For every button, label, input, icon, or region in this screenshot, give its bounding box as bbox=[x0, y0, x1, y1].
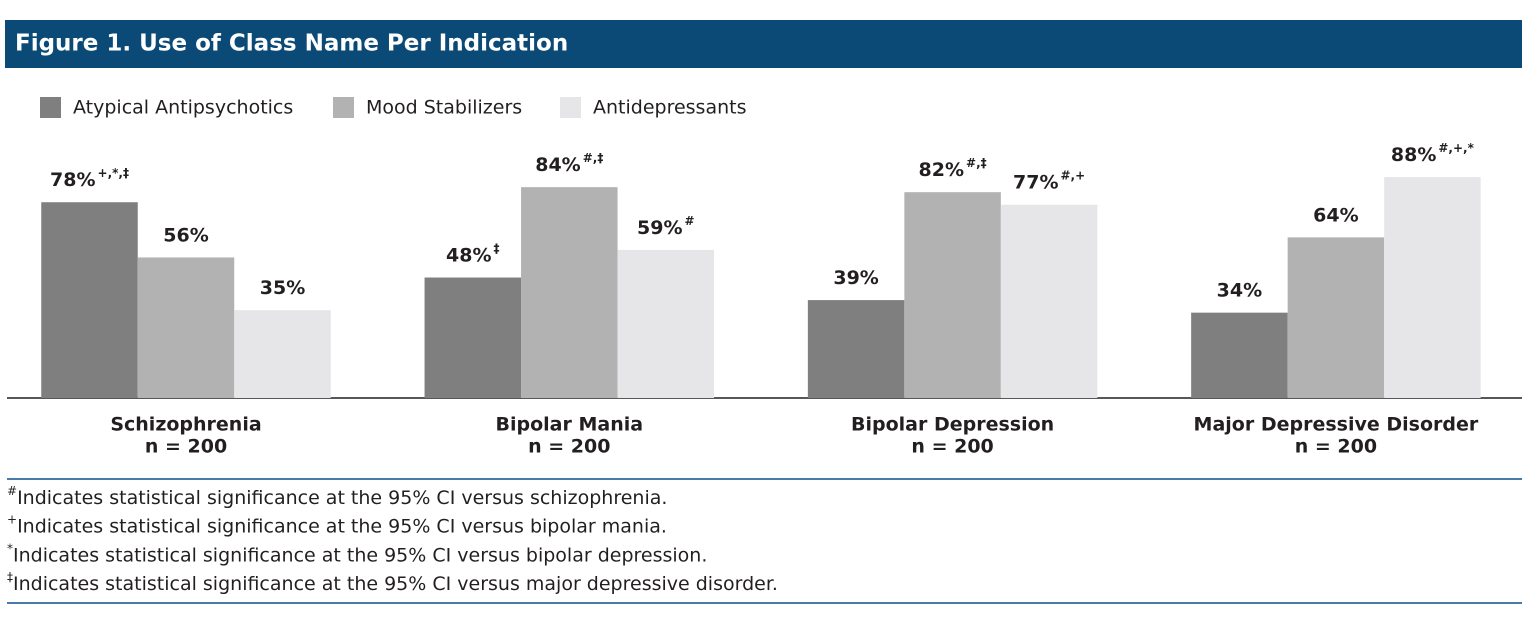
significance-mark: +,*,‡ bbox=[98, 166, 129, 180]
bar bbox=[521, 187, 618, 398]
value-label: 64% bbox=[1313, 204, 1358, 226]
significance-mark: #,+ bbox=[1061, 168, 1086, 182]
value-label-text: 77% bbox=[1013, 171, 1058, 193]
bar bbox=[1287, 237, 1385, 398]
value-label-text: 78% bbox=[50, 169, 95, 191]
bar bbox=[424, 277, 522, 398]
bar bbox=[137, 257, 235, 398]
value-label-text: 48% bbox=[446, 244, 491, 266]
value-label: 82% #,‡ bbox=[919, 156, 987, 181]
legend-label: Mood Stabilizers bbox=[366, 97, 522, 119]
value-label-text: 88% bbox=[1391, 144, 1436, 166]
bar bbox=[234, 310, 331, 398]
value-label: 34% bbox=[1217, 279, 1262, 301]
bar bbox=[807, 300, 905, 398]
value-label-text: 39% bbox=[833, 267, 878, 289]
significance-mark: #,‡ bbox=[966, 156, 987, 170]
footnote-symbol: + bbox=[7, 512, 17, 526]
x-tick-label: Bipolar Mania bbox=[496, 414, 644, 436]
chart-title: Figure 1. Use of Class Name Per Indicati… bbox=[15, 31, 568, 57]
footnote-text: Indicates statistical significance at th… bbox=[13, 573, 778, 595]
bar bbox=[1000, 204, 1098, 398]
x-tick-sublabel: n = 200 bbox=[145, 436, 227, 458]
value-label: 77% #,+ bbox=[1013, 168, 1085, 193]
footnote-text: Indicates statistical significance at th… bbox=[13, 544, 707, 566]
legend-swatch bbox=[560, 97, 581, 118]
value-label: 59% # bbox=[637, 213, 695, 238]
bar bbox=[1384, 177, 1481, 398]
bar bbox=[41, 202, 138, 398]
legend-swatch bbox=[40, 97, 61, 118]
x-tick-label: Bipolar Depression bbox=[851, 414, 1054, 436]
value-label: 39% bbox=[833, 267, 878, 289]
value-label-text: 35% bbox=[260, 277, 305, 299]
footnote: +Indicates statistical significance at t… bbox=[7, 512, 667, 537]
legend-label: Antidepressants bbox=[593, 97, 747, 119]
value-label-text: 59% bbox=[637, 216, 682, 238]
footnote-text: Indicates statistical significance at th… bbox=[17, 487, 667, 509]
title-bar bbox=[5, 20, 1522, 68]
value-label: 48% ‡ bbox=[446, 241, 499, 266]
value-label: 56% bbox=[163, 224, 208, 246]
value-label-text: 64% bbox=[1313, 204, 1358, 226]
x-tick-sublabel: n = 200 bbox=[528, 436, 610, 458]
legend-label: Atypical Antipsychotics bbox=[73, 97, 293, 119]
value-label: 84% #,‡ bbox=[535, 151, 603, 176]
significance-mark: # bbox=[685, 213, 695, 227]
footnote-symbol: * bbox=[7, 541, 13, 555]
value-label: 78% +,*,‡ bbox=[50, 166, 129, 191]
bar bbox=[904, 192, 1001, 398]
x-tick-sublabel: n = 200 bbox=[911, 436, 993, 458]
value-label-text: 84% bbox=[535, 154, 580, 176]
value-label: 35% bbox=[260, 277, 305, 299]
footnote: *Indicates statistical significance at t… bbox=[7, 541, 707, 566]
footnote: ‡Indicates statistical significance at t… bbox=[7, 570, 778, 595]
value-label-text: 56% bbox=[163, 224, 208, 246]
x-tick-label: Schizophrenia bbox=[110, 414, 261, 436]
footnote-text: Indicates statistical significance at th… bbox=[17, 515, 667, 537]
significance-mark: #,‡ bbox=[583, 151, 604, 165]
bar bbox=[1191, 312, 1288, 398]
footnote-symbol: ‡ bbox=[7, 570, 13, 584]
significance-mark: ‡ bbox=[494, 241, 500, 255]
value-label-text: 82% bbox=[919, 159, 964, 181]
footnote: #Indicates statistical significance at t… bbox=[7, 484, 667, 509]
value-label: 88% #,+,* bbox=[1391, 141, 1475, 166]
x-tick-label: Major Depressive Disorder bbox=[1194, 414, 1479, 436]
footnote-symbol: # bbox=[7, 484, 17, 498]
significance-mark: #,+,* bbox=[1438, 141, 1474, 155]
legend-swatch bbox=[333, 97, 354, 118]
bar bbox=[617, 249, 715, 398]
value-label-text: 34% bbox=[1217, 279, 1262, 301]
x-tick-sublabel: n = 200 bbox=[1295, 436, 1377, 458]
